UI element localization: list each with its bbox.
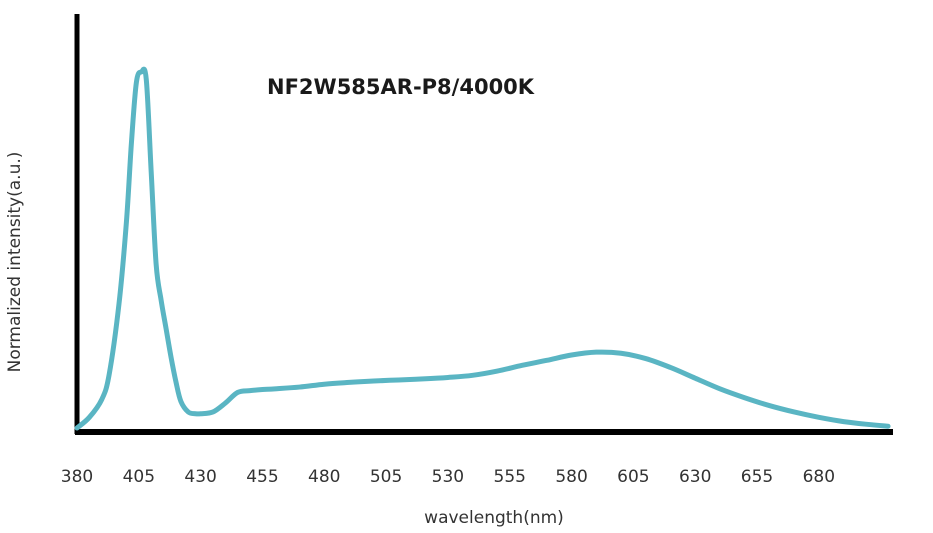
- x-tick-label: 405: [123, 467, 155, 487]
- chart-title: NF2W585AR-P8/4000K: [267, 75, 535, 99]
- spectrum-series-line: [74, 66, 891, 431]
- x-tick-label: 630: [679, 467, 711, 487]
- x-tick-label: 380: [61, 467, 93, 487]
- x-tick-label: 605: [617, 467, 649, 487]
- x-tick-label: 430: [184, 467, 216, 487]
- y-axis-label: Normalized intensity(a.u.): [5, 152, 25, 373]
- x-tick-label: 505: [370, 467, 402, 487]
- x-tick-label: 530: [432, 467, 464, 487]
- x-axis-label: wavelength(nm): [424, 508, 564, 528]
- series-layer: [74, 66, 891, 431]
- x-tick-label: 480: [308, 467, 340, 487]
- x-tick-labels: 380 405 430 455 480 505 530 555 580 605 630 655 680: [61, 467, 835, 487]
- x-tick-label: 555: [494, 467, 526, 487]
- x-tick-label: 680: [803, 467, 835, 487]
- x-tick-label: 580: [555, 467, 587, 487]
- x-tick-label: 655: [741, 467, 773, 487]
- x-tick-label: 455: [246, 467, 278, 487]
